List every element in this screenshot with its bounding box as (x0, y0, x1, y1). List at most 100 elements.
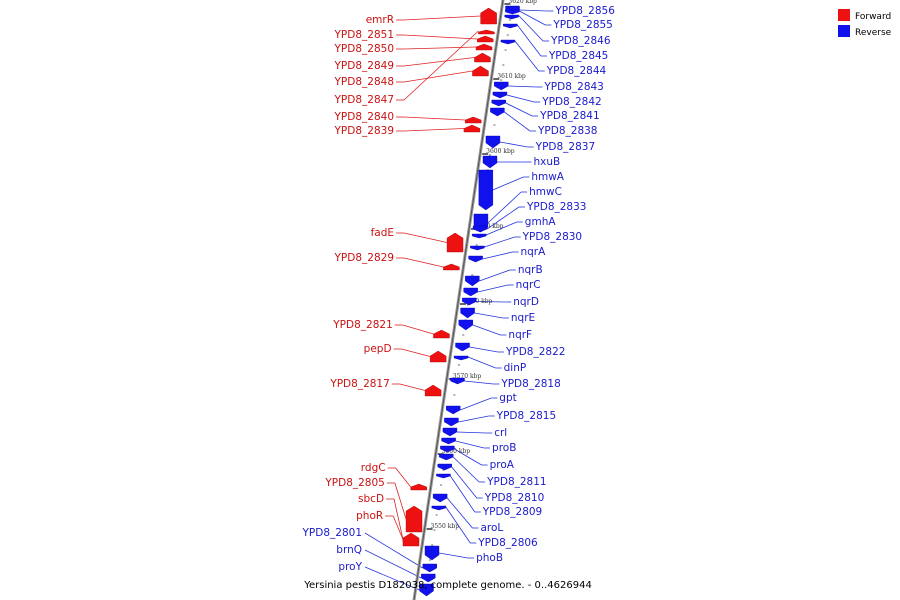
reverse-gene-label: YPD8_2843 (543, 81, 603, 93)
reverse-label-leader (499, 141, 528, 148)
forward-label-leader (403, 257, 444, 268)
forward-label-leader (403, 30, 479, 101)
forward-gene-label: YPD8_2829 (334, 252, 394, 264)
forward-gene-label: YPD8_2821 (332, 319, 392, 331)
forward-gene-feature[interactable] (477, 35, 494, 43)
forward-gene-feature[interactable] (474, 52, 491, 63)
scale-tick-label: 3620 kbp (508, 0, 537, 5)
reverse-gene-feature[interactable] (492, 91, 508, 99)
forward-gene-feature[interactable] (424, 384, 442, 397)
reverse-gene-feature[interactable] (441, 437, 456, 445)
forward-gene-label: YPD8_2851 (334, 29, 394, 41)
reverse-gene-label: proA (490, 459, 515, 471)
reverse-gene-feature[interactable] (450, 377, 465, 385)
reverse-gene-feature[interactable] (500, 39, 516, 45)
scale-tick-label: 3580 kbp (464, 298, 493, 305)
reverse-gene-feature[interactable] (494, 81, 509, 91)
reverse-gene-feature[interactable] (482, 155, 498, 169)
reverse-gene-feature[interactable] (463, 287, 478, 297)
forward-label-leader (403, 15, 481, 21)
forward-label-leader (401, 348, 431, 357)
reverse-gene-feature[interactable] (478, 169, 494, 211)
reverse-gene-feature[interactable] (455, 342, 470, 352)
forward-gene-feature[interactable] (446, 232, 464, 253)
reverse-gene-label: nqrB (518, 264, 543, 276)
forward-gene-feature[interactable] (433, 329, 450, 339)
forward-gene-feature[interactable] (478, 29, 495, 35)
reverse-gene-label: nqrE (511, 312, 535, 324)
forward-gene-label: phoR (356, 510, 383, 522)
reverse-gene-label: YPD8_2809 (482, 506, 542, 518)
reverse-label-leader (479, 269, 510, 282)
reverse-label-leader (472, 324, 501, 336)
forward-gene-feature[interactable] (405, 505, 423, 533)
reverse-gene-feature[interactable] (471, 233, 487, 239)
reverse-gene-feature[interactable] (437, 463, 452, 471)
forward-label-leader (403, 34, 478, 40)
forward-gene-label: pepD (364, 343, 392, 355)
reverse-gene-label: hmwC (529, 186, 562, 198)
reverse-gene-feature[interactable] (472, 225, 488, 233)
reverse-gene-label: gpt (499, 392, 516, 404)
reverse-label-leader (452, 456, 480, 483)
reverse-gene-feature[interactable] (421, 573, 436, 583)
reverse-gene-label: YPD8_2801 (302, 527, 362, 539)
reverse-gene-feature[interactable] (424, 545, 440, 561)
reverse-label-leader (506, 94, 535, 103)
reverse-gene-feature[interactable] (491, 99, 506, 107)
reverse-gene-feature[interactable] (468, 255, 483, 263)
scale-tick-label: 3570 kbp (453, 373, 482, 380)
forward-gene-label: sbcD (358, 493, 384, 505)
forward-gene-feature[interactable] (465, 116, 482, 124)
reverse-gene-feature[interactable] (436, 473, 451, 479)
reverse-gene-feature[interactable] (470, 245, 485, 251)
reverse-gene-feature[interactable] (490, 107, 505, 117)
forward-gene-label: YPD8_2849 (334, 60, 394, 72)
forward-gene-feature[interactable] (402, 532, 420, 547)
forward-gene-feature[interactable] (429, 350, 447, 363)
reverse-gene-feature[interactable] (485, 135, 501, 149)
reverse-gene-feature[interactable] (505, 9, 520, 15)
forward-gene-feature[interactable] (472, 65, 489, 77)
reverse-gene-feature[interactable] (432, 493, 448, 503)
forward-gene-feature[interactable] (475, 43, 493, 51)
forward-label-leader (403, 116, 466, 121)
reverse-gene-feature[interactable] (503, 23, 518, 29)
reverse-gene-feature[interactable] (442, 427, 458, 437)
reverse-gene-feature[interactable] (422, 563, 437, 573)
forward-gene-feature[interactable] (480, 7, 497, 25)
reverse-label-leader (458, 415, 489, 423)
reverse-label-leader (450, 475, 476, 513)
reverse-gene-feature[interactable] (504, 14, 519, 20)
reverse-gene-label: YPD8_2830 (522, 231, 582, 243)
reverse-gene-feature[interactable] (462, 297, 477, 306)
forward-gene-label: YPD8_2817 (329, 378, 389, 390)
reverse-gene-feature[interactable] (440, 445, 455, 453)
forward-gene-feature[interactable] (463, 124, 481, 133)
reverse-gene-feature[interactable] (458, 319, 474, 331)
scale-tick-label: 3610 kbp (497, 73, 526, 80)
forward-gene-label: rdgC (361, 462, 386, 474)
reverse-label-leader (455, 440, 485, 449)
reverse-label-leader (518, 15, 544, 42)
reverse-gene-feature[interactable] (465, 275, 480, 287)
reverse-label-leader (476, 301, 506, 303)
reverse-gene-feature[interactable] (444, 417, 459, 427)
reverse-gene-label: YPD8_2855 (552, 19, 612, 31)
reverse-gene-feature[interactable] (431, 505, 447, 511)
reverse-gene-feature[interactable] (445, 405, 461, 415)
forward-label-leader (402, 324, 434, 335)
reverse-gene-feature[interactable] (453, 355, 469, 361)
scale-tick-label: 3550 kbp (431, 523, 460, 530)
scale-tick-label: 3590 kbp (475, 223, 504, 230)
reverse-gene-feature[interactable] (439, 453, 454, 461)
forward-gene-feature[interactable] (410, 483, 427, 491)
reverse-gene-feature[interactable] (419, 583, 434, 597)
forward-gene-label: YPD8_2850 (334, 43, 394, 55)
reverse-gene-feature[interactable] (460, 307, 475, 319)
reverse-gene-label: YPD8_2833 (526, 201, 586, 213)
forward-gene-feature[interactable] (443, 263, 460, 271)
legend-reverse-swatch (838, 25, 850, 37)
reverse-gene-label: YPD8_2841 (539, 110, 599, 122)
reverse-gene-label: YPD8_2838 (537, 125, 597, 137)
